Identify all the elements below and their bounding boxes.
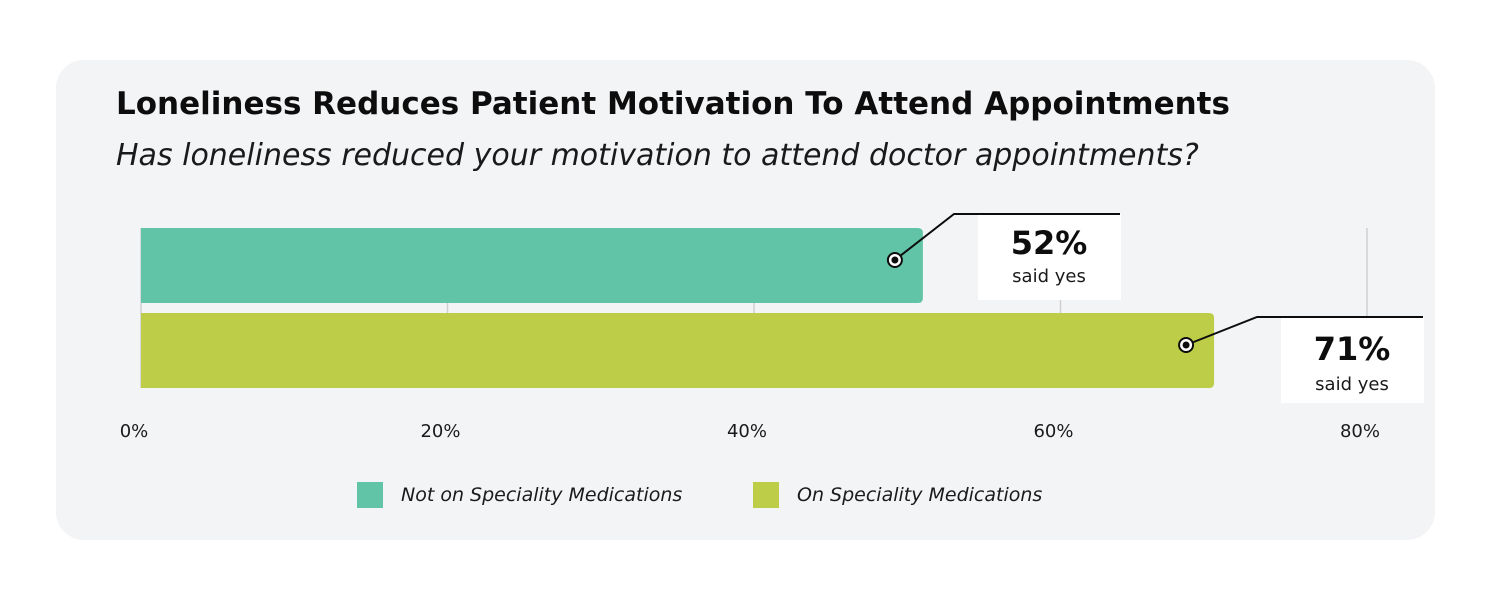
callout-marker-dot bbox=[891, 256, 899, 264]
callout-box bbox=[978, 214, 1121, 300]
legend-swatch bbox=[753, 482, 779, 508]
x-tick-label: 0% bbox=[120, 421, 149, 442]
x-tick-label: 80% bbox=[1340, 421, 1380, 442]
legend-item-not-on-speciality: Not on Speciality Medications bbox=[357, 482, 682, 508]
callout-leader-line bbox=[1185, 316, 1423, 346]
callout-marker-dot bbox=[1182, 341, 1190, 349]
legend-label: On Speciality Medications bbox=[797, 484, 1043, 506]
data-label-value: 71% bbox=[1314, 330, 1391, 368]
callout-box bbox=[1281, 317, 1424, 403]
callout-leader-line bbox=[894, 213, 1120, 261]
legend-swatch bbox=[357, 482, 383, 508]
data-label-text: said yes bbox=[1315, 374, 1389, 395]
bar-not-on-speciality bbox=[141, 228, 923, 303]
data-label-text: said yes bbox=[1012, 266, 1086, 287]
legend-item-on-speciality: On Speciality Medications bbox=[753, 482, 1042, 508]
chart-title: Loneliness Reduces Patient Motivation To… bbox=[116, 86, 1230, 122]
x-tick-label: 60% bbox=[1033, 421, 1073, 442]
x-tick-label: 20% bbox=[420, 421, 460, 442]
x-tick-label: 40% bbox=[727, 421, 767, 442]
bar-on-speciality bbox=[141, 313, 1215, 388]
legend-label: Not on Speciality Medications bbox=[401, 484, 683, 506]
data-label-value: 52% bbox=[1011, 224, 1088, 262]
chart-subtitle: Has loneliness reduced your motivation t… bbox=[116, 138, 1199, 173]
